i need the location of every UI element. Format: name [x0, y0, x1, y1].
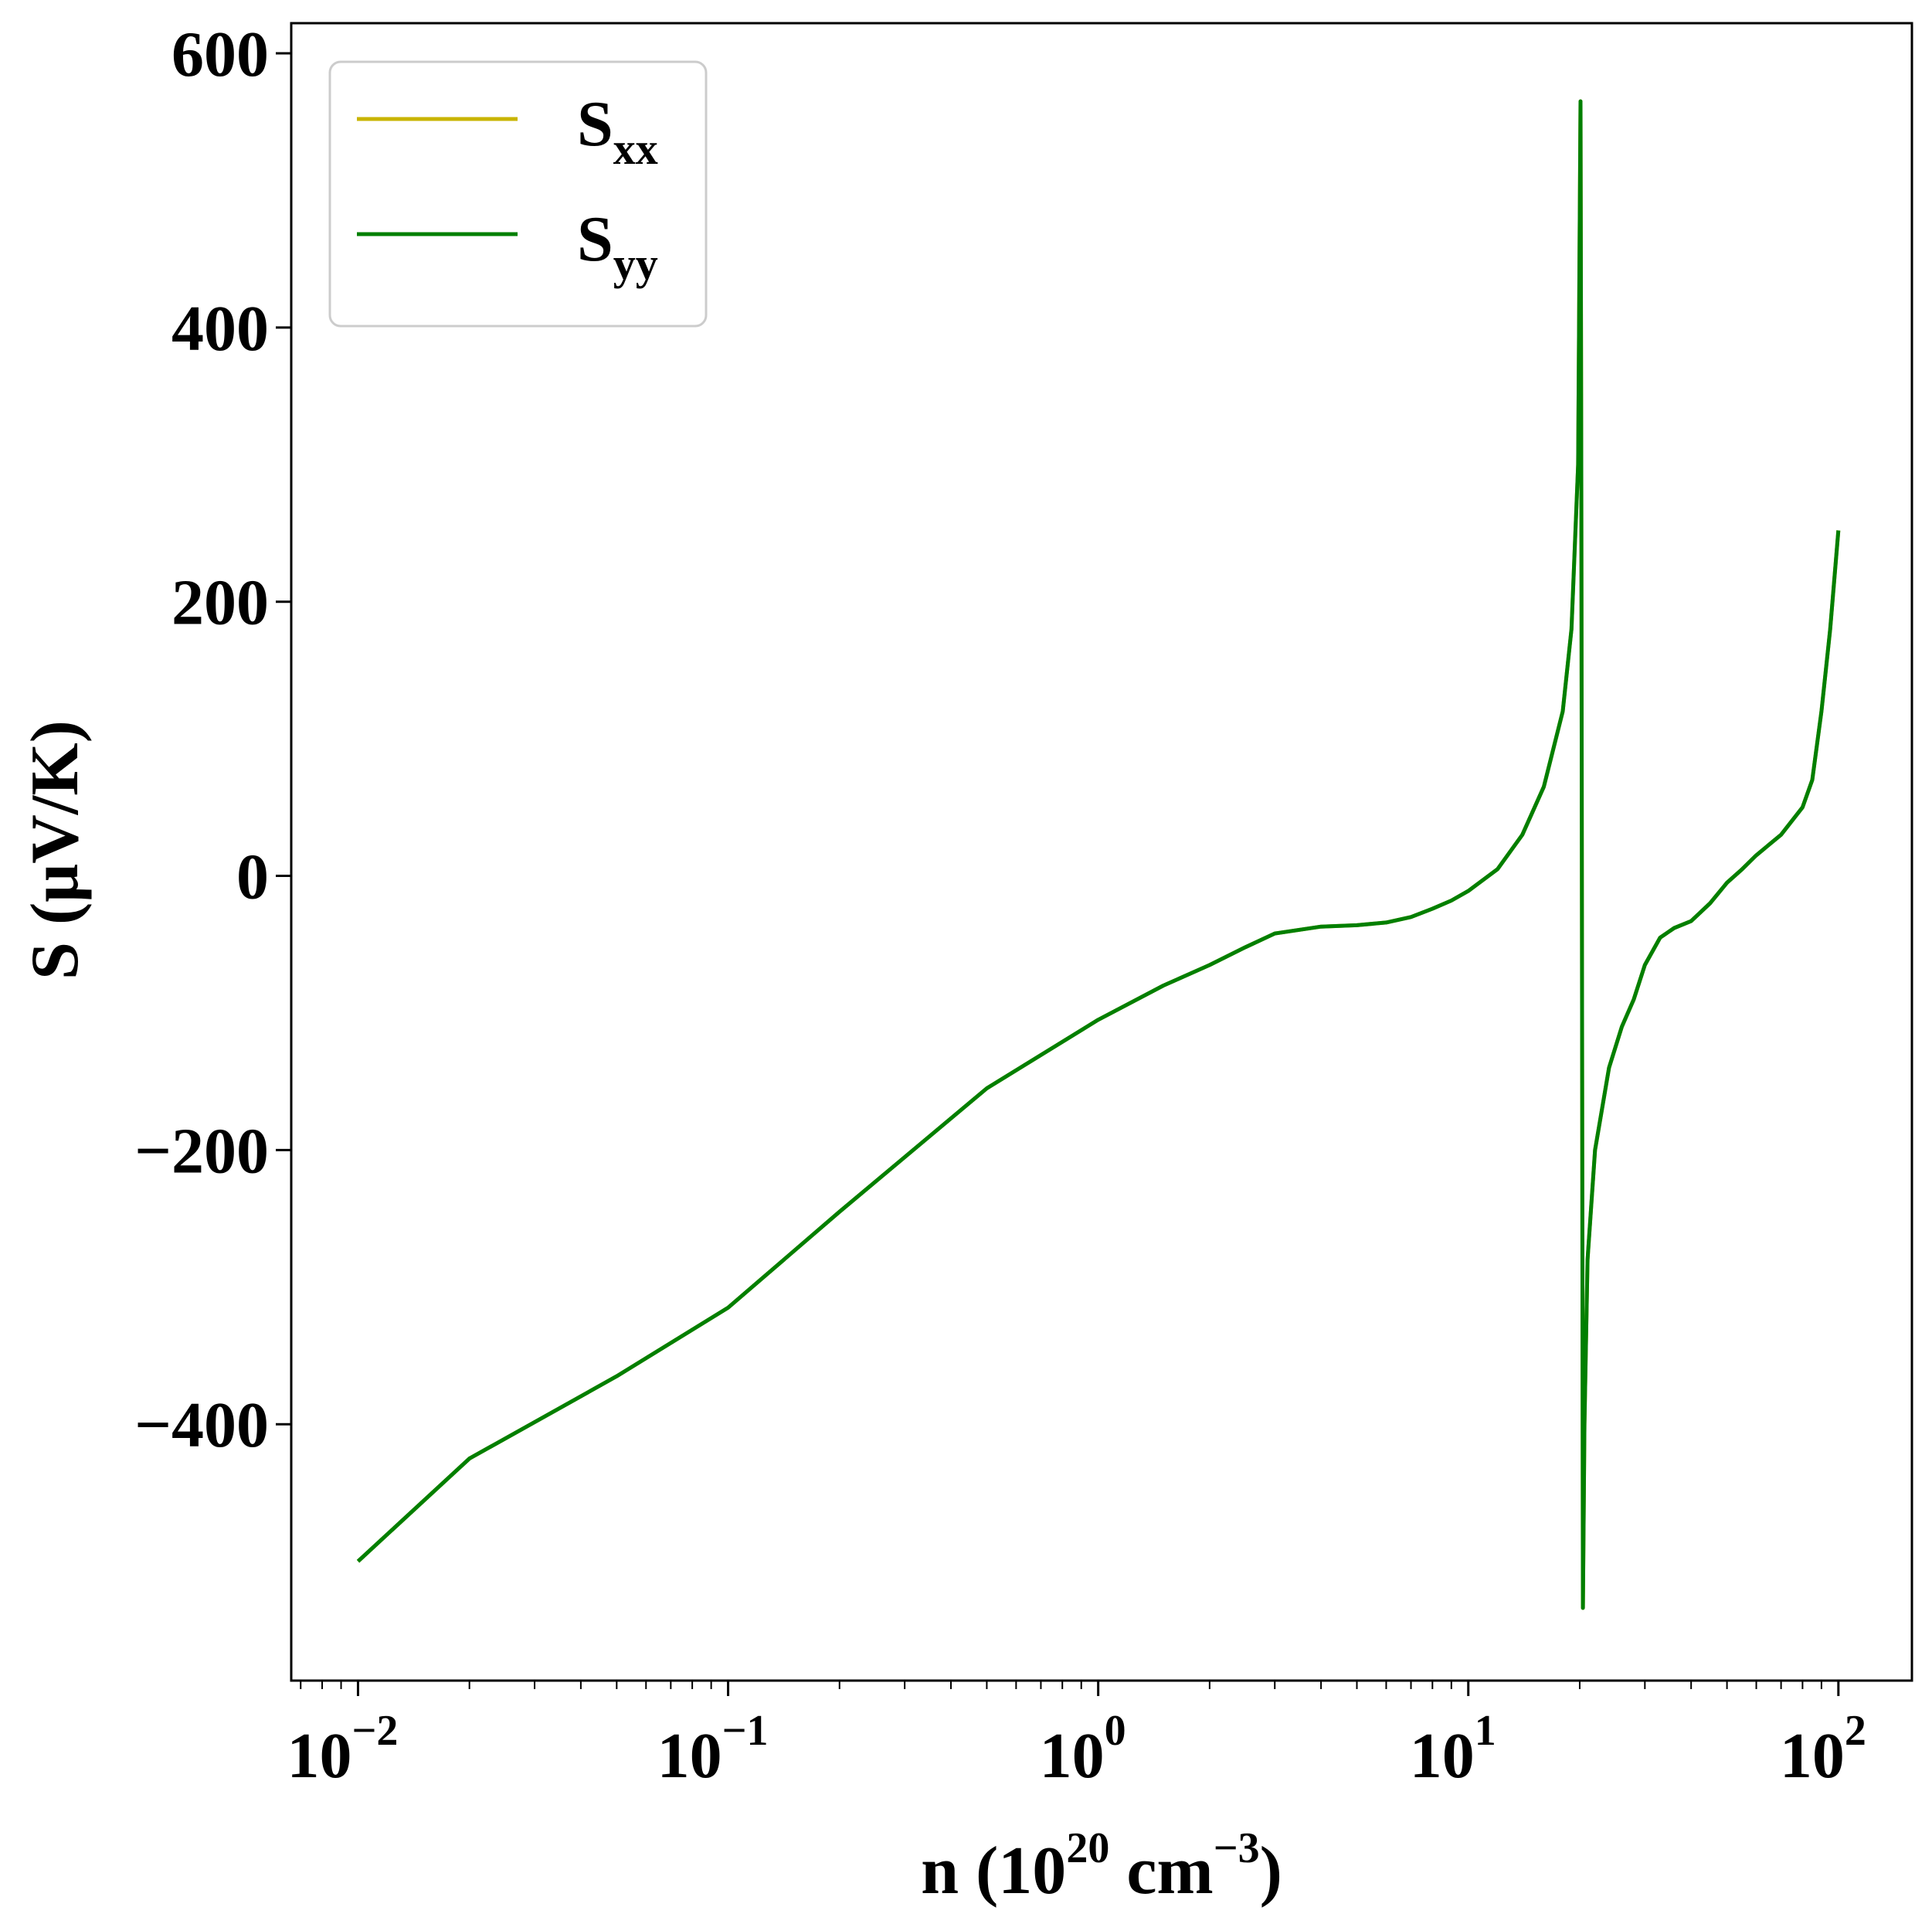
x-tick-base: 10 [287, 1720, 351, 1792]
y-tick-label: 600 [171, 19, 269, 90]
x-axis-title-base: n (10 [921, 1834, 1066, 1909]
x-tick-exponent: −2 [351, 1707, 398, 1755]
plot-frame [290, 22, 1913, 1682]
x-axis-title-end: ) [1260, 1834, 1282, 1909]
legend-syy-name: S [577, 203, 613, 275]
x-axis-title-exp2: −3 [1214, 1824, 1260, 1872]
legend: Sxx Syy [328, 60, 708, 328]
legend-sxx-name: S [577, 88, 613, 160]
y-axis-title: S (μV/K) [18, 720, 93, 980]
legend-label-sxx: Sxx [577, 88, 658, 174]
x-tick-label: 102 [1780, 1707, 1866, 1792]
series-line-syy [356, 99, 1841, 1610]
y-tick-label: −200 [134, 1115, 269, 1187]
x-tick-exponent: 1 [1475, 1707, 1496, 1755]
x-axis: 10−2 10−1 100 101 102 [287, 1681, 1866, 1792]
legend-frame [328, 60, 708, 328]
y-axis: 600 400 200 0 −200 −400 [134, 19, 291, 1461]
x-tick-base: 10 [657, 1720, 722, 1792]
x-tick-base: 10 [1040, 1720, 1105, 1792]
x-tick-base: 10 [1410, 1720, 1475, 1792]
x-tick-label: 10−1 [657, 1707, 769, 1792]
y-tick-label: 400 [171, 293, 269, 365]
series-group [356, 99, 1841, 1610]
x-tick-label: 101 [1410, 1707, 1496, 1792]
plot-area [290, 22, 1913, 1682]
x-axis-title-mid: cm [1109, 1834, 1213, 1909]
y-tick-label: 0 [236, 841, 269, 913]
legend-syy-sub: yy [613, 239, 658, 289]
x-tick-exponent: 0 [1105, 1707, 1126, 1755]
x-tick-exponent: −1 [722, 1707, 769, 1755]
x-tick-base: 10 [1780, 1720, 1845, 1792]
x-tick-label: 100 [1040, 1707, 1126, 1792]
y-tick-label: 200 [171, 567, 269, 639]
legend-label-syy: Syy [577, 203, 658, 289]
x-axis-title: n (1020 cm−3) [921, 1824, 1282, 1909]
legend-sxx-sub: xx [613, 124, 658, 174]
x-tick-exponent: 2 [1845, 1707, 1866, 1755]
y-tick-label: −400 [134, 1389, 269, 1461]
x-tick-label: 10−2 [287, 1707, 398, 1792]
x-axis-title-exp1: 20 [1066, 1824, 1109, 1872]
